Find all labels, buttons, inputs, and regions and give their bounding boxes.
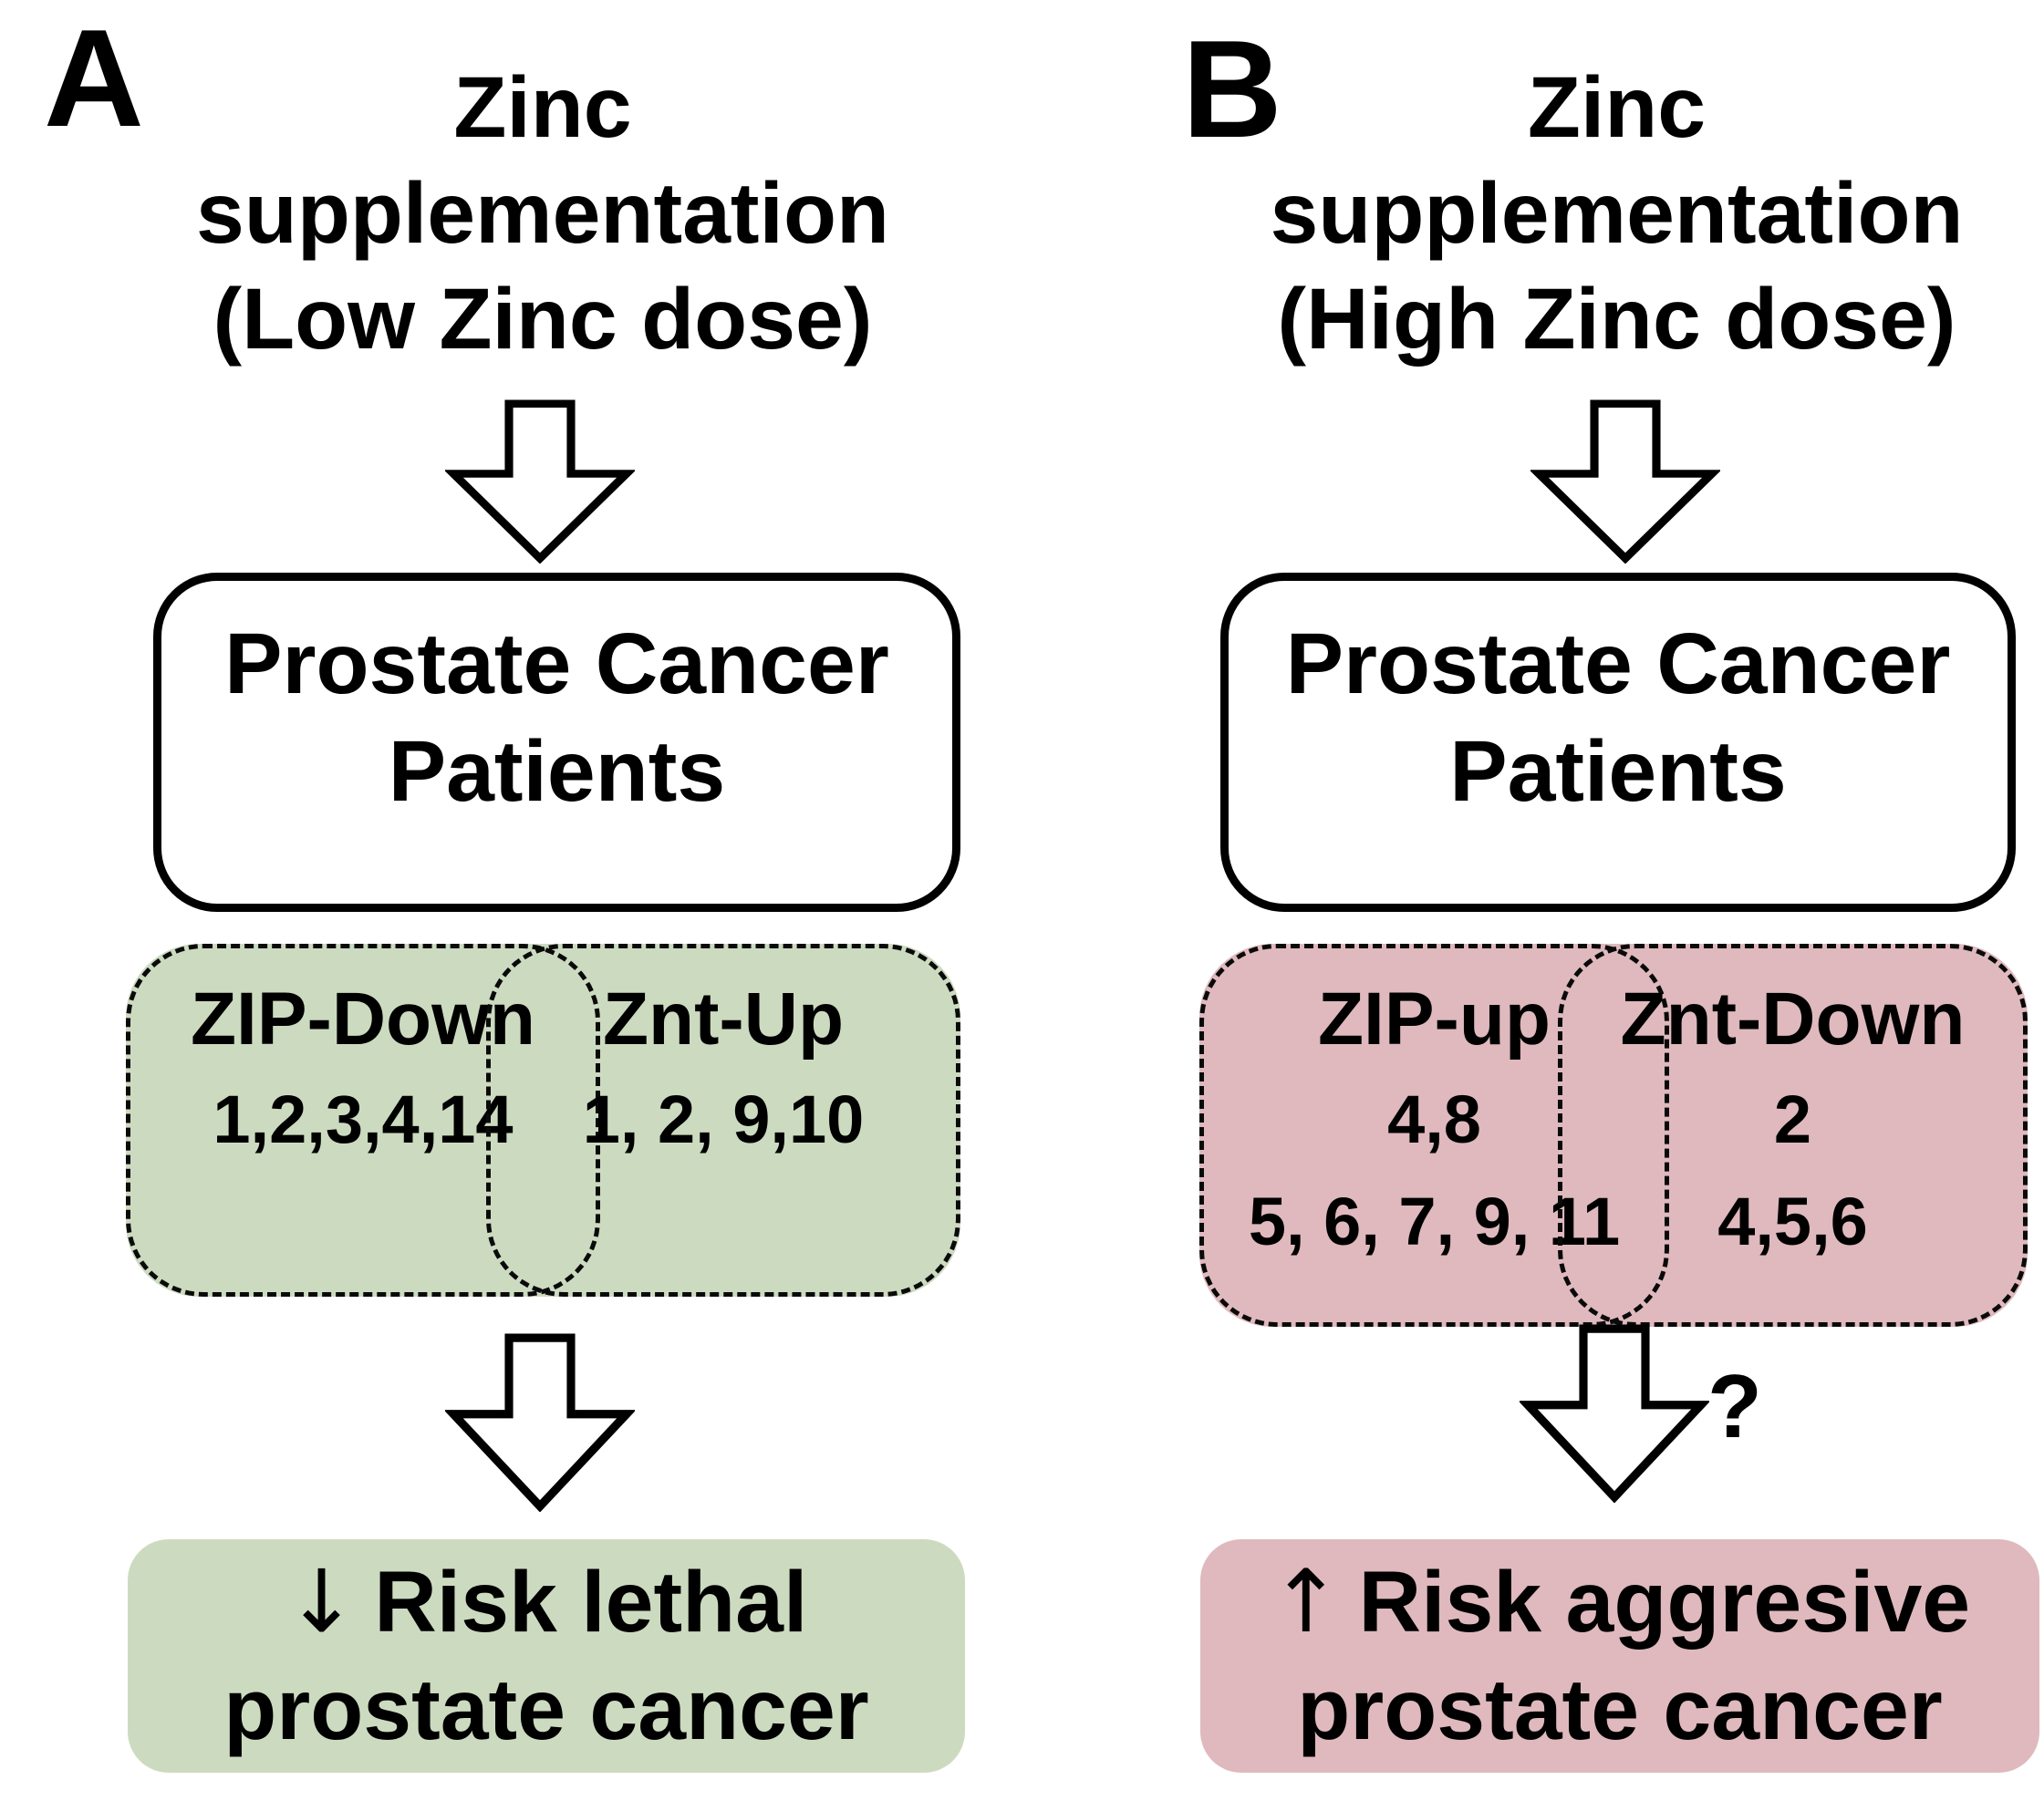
outcome-box-lower-risk: ↓ Risk lethal prostate cancer xyxy=(128,1539,965,1773)
down-arrow-icon xyxy=(445,1333,635,1512)
title-line: (Low Zinc dose) xyxy=(213,271,873,367)
down-arrow-icon xyxy=(445,399,635,564)
decrease-arrow-glyph: ↓ xyxy=(285,1552,358,1652)
title-line: Zinc xyxy=(1527,59,1707,156)
transporter-name: Znt-Down xyxy=(1620,978,1966,1061)
transporter-name: ZIP-up xyxy=(1317,978,1551,1061)
outcome-box-higher-risk: ↑ Risk aggresive prostate cancer xyxy=(1200,1539,2039,1773)
outcome-text: Risk lethal xyxy=(374,1554,808,1651)
patient-box-line: Patients xyxy=(388,722,726,820)
title-line: (High Zinc dose) xyxy=(1277,271,1956,367)
transporter-numbers: 4,8 xyxy=(1387,1081,1481,1157)
znt-up-box: Znt-Up 1, 2, 9,10 xyxy=(486,944,960,1297)
zinc-transporter-panel-b: ZIP-up 4,8 5, 6, 7, 9, 11 Znt-Down 2 4,5… xyxy=(1199,944,2028,1327)
outcome-line: prostate cancer xyxy=(1297,1661,1943,1758)
outcome-line: ↑ Risk aggresive xyxy=(1270,1548,1970,1656)
znt-down-box: Znt-Down 2 4,5,6 xyxy=(1558,944,2028,1327)
zinc-transporter-panel-a: ZIP-Down 1,2,3,4,14 Znt-Up 1, 2, 9,10 xyxy=(126,944,960,1297)
title-line: Zinc xyxy=(453,59,632,156)
transporter-numbers: 2 xyxy=(1773,1081,1812,1157)
question-mark-label: ? xyxy=(1707,1356,1762,1456)
outcome-line: prostate cancer xyxy=(223,1661,869,1758)
panel-b-title: Zinc supplementation (High Zinc dose) xyxy=(1167,55,2044,372)
prostate-cancer-patients-box: Prostate Cancer Patients xyxy=(1220,573,2016,912)
transporter-numbers: 1, 2, 9,10 xyxy=(582,1081,865,1157)
transporter-name: ZIP-Down xyxy=(190,978,536,1061)
down-arrow-icon xyxy=(1520,1324,1709,1503)
zip-up-box: ZIP-up 4,8 5, 6, 7, 9, 11 xyxy=(1199,944,1669,1327)
transporter-numbers: 4,5,6 xyxy=(1717,1184,1868,1259)
transporter-numbers: 1,2,3,4,14 xyxy=(213,1081,514,1157)
title-line: supplementation xyxy=(1270,165,1964,262)
patient-box-line: Prostate Cancer xyxy=(1285,615,1951,712)
increase-arrow-glyph: ↑ xyxy=(1269,1552,1343,1652)
panel-a-title: Zinc supplementation (Low Zinc dose) xyxy=(82,55,1003,372)
outcome-text: Risk aggresive xyxy=(1358,1554,1971,1651)
title-line: supplementation xyxy=(195,165,890,262)
outcome-line: ↓ Risk lethal xyxy=(285,1548,808,1656)
down-arrow-icon xyxy=(1530,399,1720,564)
transporter-name: Znt-Up xyxy=(602,978,845,1061)
panel-b-label: B xyxy=(1182,12,1282,167)
prostate-cancer-patients-box: Prostate Cancer Patients xyxy=(153,573,960,912)
patient-box-line: Prostate Cancer xyxy=(224,615,889,712)
panel-a-label: A xyxy=(44,1,144,156)
patient-box-line: Patients xyxy=(1449,722,1787,820)
zip-down-box: ZIP-Down 1,2,3,4,14 xyxy=(126,944,600,1297)
